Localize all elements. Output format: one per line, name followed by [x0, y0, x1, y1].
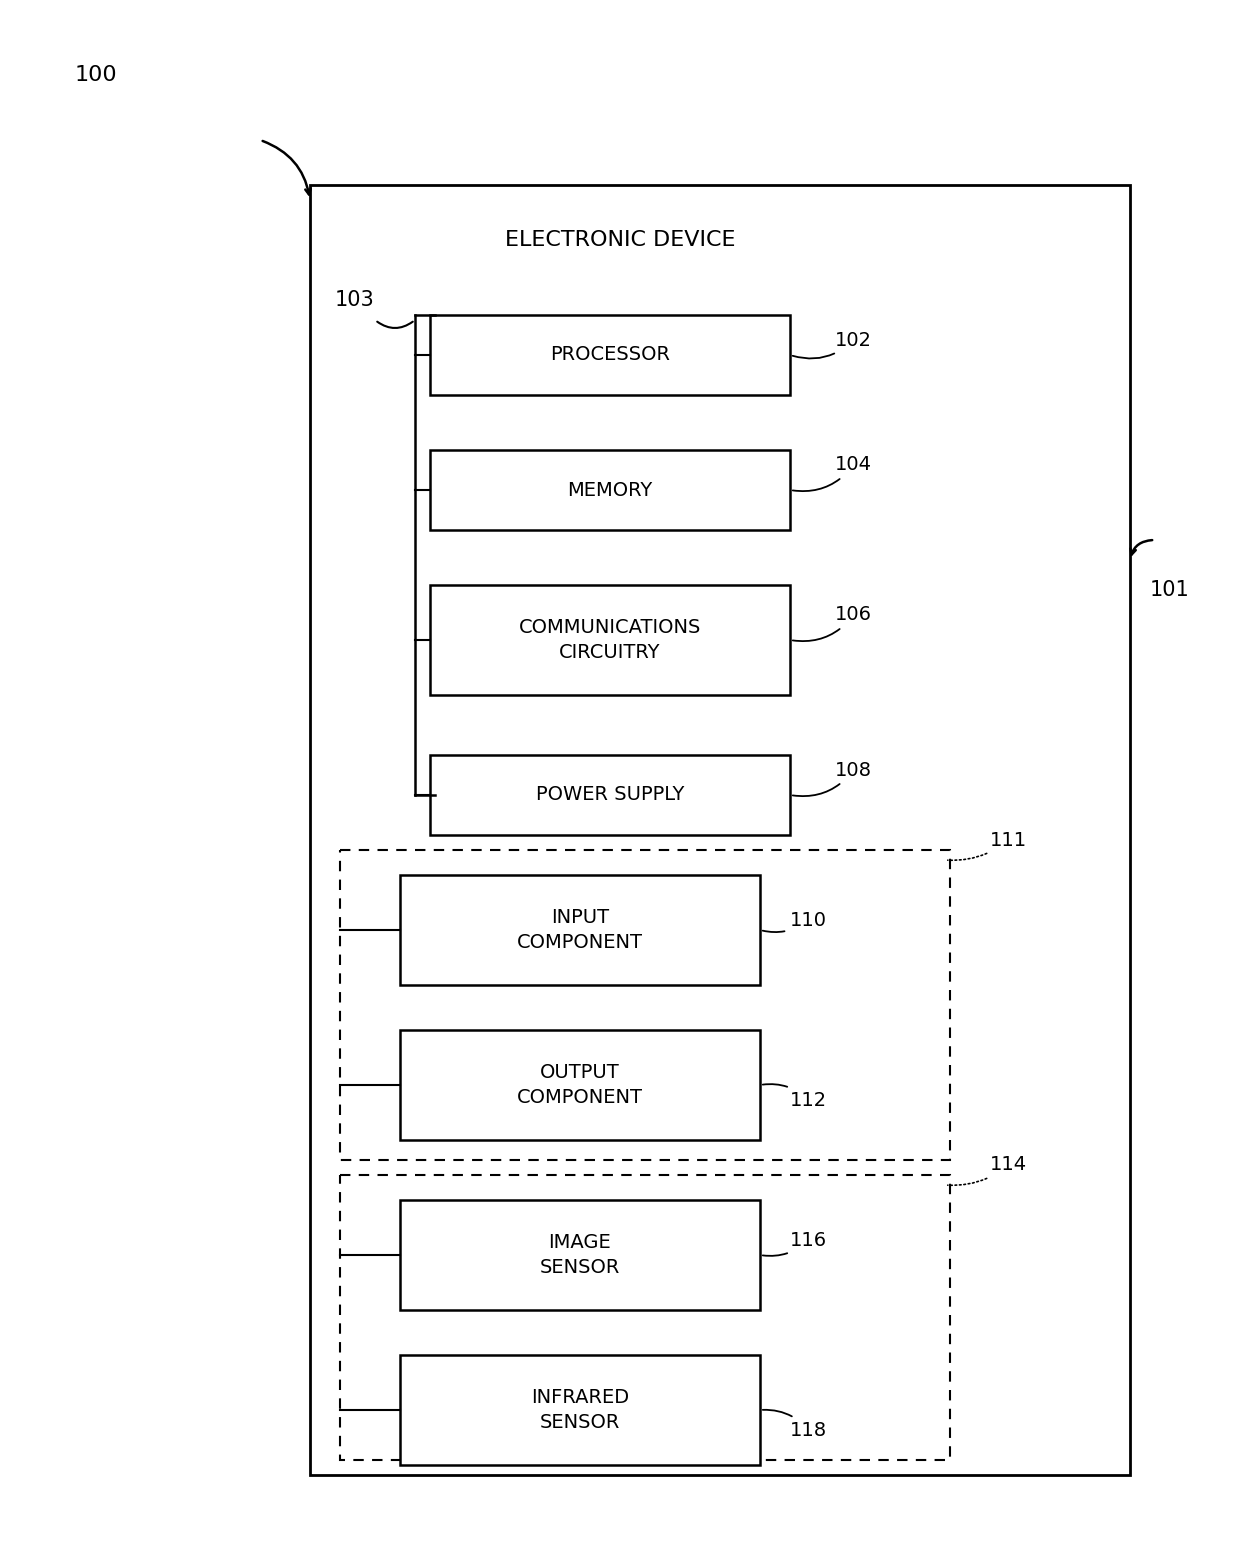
Text: 106: 106: [792, 606, 872, 642]
Text: INFRARED
SENSOR: INFRARED SENSOR: [531, 1387, 629, 1432]
Text: PROCESSOR: PROCESSOR: [551, 346, 670, 364]
Text: 116: 116: [763, 1231, 827, 1256]
Text: 108: 108: [792, 761, 872, 797]
Text: 110: 110: [763, 910, 827, 932]
Text: ELECTRONIC DEVICE: ELECTRONIC DEVICE: [505, 229, 735, 250]
Bar: [310, 184, 1130, 1476]
Text: 104: 104: [792, 456, 872, 491]
Text: 101: 101: [1149, 580, 1189, 600]
Text: 112: 112: [763, 1083, 827, 1110]
Bar: [430, 755, 790, 835]
Text: 111: 111: [947, 831, 1027, 860]
Text: INPUT
COMPONENT: INPUT COMPONENT: [517, 908, 644, 952]
Bar: [340, 1175, 950, 1460]
Text: OUTPUT
COMPONENT: OUTPUT COMPONENT: [517, 1063, 644, 1107]
Bar: [340, 849, 950, 1159]
Bar: [401, 876, 760, 984]
Text: IMAGE
SENSOR: IMAGE SENSOR: [539, 1232, 620, 1277]
Bar: [430, 449, 790, 530]
Text: MEMORY: MEMORY: [568, 480, 652, 499]
Bar: [401, 1355, 760, 1465]
Bar: [401, 1200, 760, 1310]
Bar: [430, 315, 790, 395]
Bar: [430, 584, 790, 694]
Text: 103: 103: [335, 290, 374, 310]
Text: COMMUNICATIONS
CIRCUITRY: COMMUNICATIONS CIRCUITRY: [518, 618, 701, 662]
Text: 102: 102: [792, 330, 872, 358]
Text: 114: 114: [947, 1155, 1027, 1186]
Text: 100: 100: [74, 65, 118, 85]
Text: POWER SUPPLY: POWER SUPPLY: [536, 786, 684, 804]
Bar: [401, 1031, 760, 1139]
Text: 118: 118: [763, 1410, 827, 1440]
